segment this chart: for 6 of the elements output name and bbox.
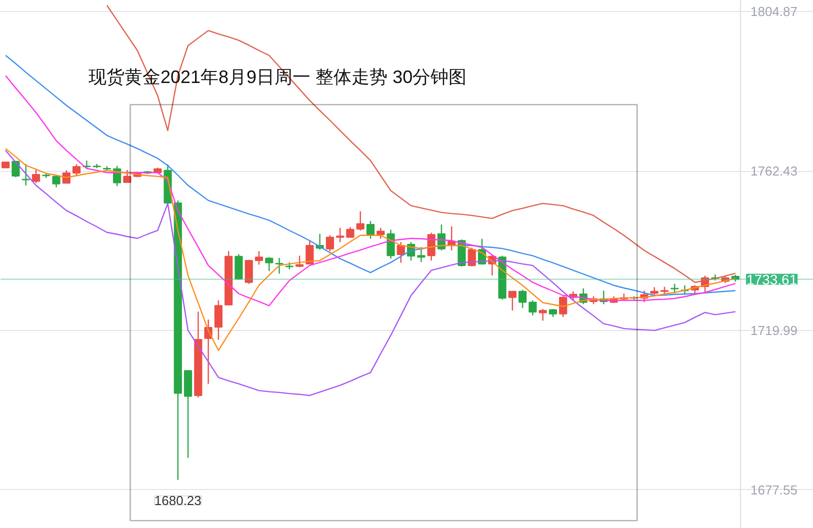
ref-line-label: 1733.61 bbox=[746, 271, 798, 288]
y-tick-label: 1719.99 bbox=[750, 322, 798, 338]
annotation: 1680.23 bbox=[154, 492, 202, 508]
y-tick-label: 1762.43 bbox=[750, 164, 798, 178]
y-tick-label: 1677.55 bbox=[750, 482, 798, 498]
y-tick-label: 1804.87 bbox=[750, 4, 798, 20]
